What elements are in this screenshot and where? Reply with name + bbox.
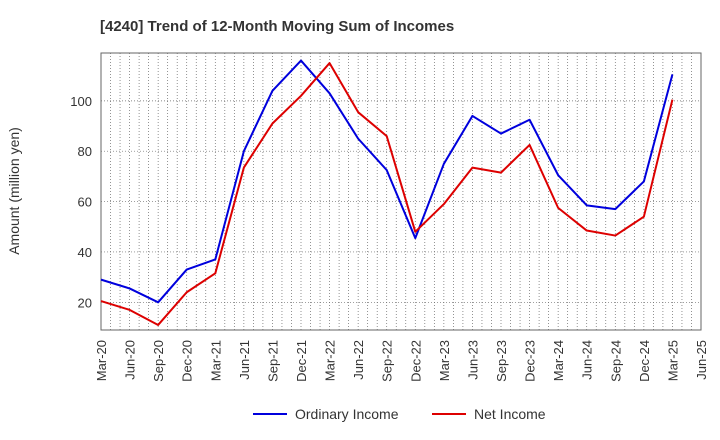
plot-area — [100, 52, 702, 331]
data-point — [641, 214, 646, 219]
data-point — [499, 131, 504, 136]
x-tick-label: Mar-24 — [551, 340, 566, 381]
data-point — [356, 110, 361, 115]
x-tick-label: Jun-25 — [694, 340, 709, 380]
legend-label: Ordinary Income — [295, 406, 399, 422]
data-point — [584, 203, 589, 208]
x-tick-label: Mar-25 — [665, 340, 680, 381]
y-tick-label: 80 — [78, 144, 92, 159]
x-tick-label: Dec-22 — [408, 340, 423, 382]
y-axis-ticks: 20 40 60 80 100 — [70, 94, 92, 310]
x-tick-label: Dec-24 — [637, 340, 652, 382]
legend: Ordinary Income Net Income — [253, 406, 546, 422]
data-point — [470, 165, 475, 170]
series-line-0 — [100, 59, 674, 304]
data-point — [127, 307, 132, 312]
x-tick-label: Dec-23 — [523, 340, 538, 382]
data-point — [270, 88, 275, 93]
data-point — [613, 233, 618, 238]
data-point — [441, 202, 446, 207]
data-point — [241, 165, 246, 170]
data-point — [99, 299, 104, 304]
x-axis-ticks: Mar-20 Jun-20 Sep-20 Dec-20 Mar-21 Jun-21 Sep-… — [94, 340, 709, 382]
x-tick-label: Sep-22 — [380, 340, 395, 382]
series-lines — [99, 58, 675, 327]
data-point — [441, 161, 446, 166]
x-tick-label: Mar-20 — [94, 340, 109, 381]
x-tick-label: Jun-20 — [123, 340, 138, 380]
data-point — [384, 134, 389, 139]
data-point — [327, 91, 332, 96]
x-tick-label: Sep-23 — [494, 340, 509, 382]
data-point — [584, 228, 589, 233]
data-point — [241, 149, 246, 154]
data-point — [213, 271, 218, 276]
x-tick-label: Mar-22 — [323, 340, 338, 381]
x-tick-label: Dec-21 — [294, 340, 309, 382]
data-point — [213, 257, 218, 262]
x-tick-label: Sep-24 — [608, 340, 623, 382]
legend-label: Net Income — [474, 406, 546, 422]
x-tick-label: Sep-21 — [265, 340, 280, 382]
y-tick-label: 60 — [78, 195, 92, 210]
y-axis-label: Amount (million yen) — [6, 127, 22, 255]
x-tick-label: Mar-21 — [208, 340, 223, 381]
data-point — [670, 97, 675, 102]
data-point — [384, 168, 389, 173]
data-point — [184, 267, 189, 272]
data-point — [299, 58, 304, 63]
data-point — [556, 205, 561, 210]
x-tick-label: Jun-22 — [351, 340, 366, 380]
data-point — [356, 136, 361, 141]
x-tick-label: Sep-20 — [151, 340, 166, 382]
data-point — [270, 121, 275, 126]
data-point — [527, 117, 532, 122]
data-point — [327, 61, 332, 66]
data-point — [299, 93, 304, 98]
y-tick-label: 20 — [78, 295, 92, 310]
x-tick-label: Mar-23 — [437, 340, 452, 381]
chart-title: [4240] Trend of 12-Month Moving Sum of I… — [100, 18, 454, 35]
data-point — [499, 170, 504, 175]
x-tick-label: Jun-23 — [465, 340, 480, 380]
y-tick-label: 100 — [70, 94, 92, 109]
data-point — [156, 322, 161, 327]
data-point — [184, 290, 189, 295]
data-point — [556, 173, 561, 178]
data-point — [127, 286, 132, 291]
x-tick-label: Jun-24 — [580, 340, 595, 380]
data-point — [413, 236, 418, 241]
x-tick-label: Dec-20 — [180, 340, 195, 382]
y-tick-label: 40 — [78, 245, 92, 260]
data-point — [613, 207, 618, 212]
data-point — [641, 179, 646, 184]
data-point — [156, 300, 161, 305]
x-tick-label: Jun-21 — [237, 340, 252, 380]
series-line-1 — [100, 62, 674, 326]
data-point — [470, 113, 475, 118]
data-point — [99, 277, 104, 282]
data-point — [527, 142, 532, 147]
data-point — [413, 229, 418, 234]
data-point — [670, 72, 675, 77]
